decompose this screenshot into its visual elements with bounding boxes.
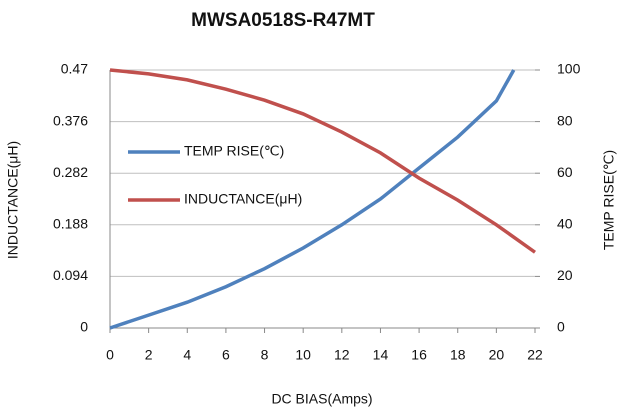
x-tick-label: 4 bbox=[183, 347, 191, 363]
legend-label: TEMP RISE(℃) bbox=[184, 143, 284, 159]
y-tick-label: 0.376 bbox=[53, 112, 88, 128]
y2-tick-label: 80 bbox=[557, 112, 573, 128]
x-tick-label: 8 bbox=[261, 347, 269, 363]
x-tick-label: 6 bbox=[222, 347, 230, 363]
series-line bbox=[109, 68, 537, 254]
y2-tick-label: 0 bbox=[557, 319, 565, 335]
y2-tick-label: 60 bbox=[557, 164, 573, 180]
x-tick-label: 22 bbox=[527, 347, 543, 363]
y-tick-label: 0.094 bbox=[53, 267, 88, 283]
x-tick-label: 14 bbox=[373, 347, 389, 363]
x-tick-label: 2 bbox=[145, 347, 153, 363]
y-tick-label: 0 bbox=[80, 319, 88, 335]
y-tick-label: 0.188 bbox=[53, 216, 88, 232]
y2-axis-label: TEMP RISE(℃) bbox=[601, 150, 617, 250]
x-tick-label: 16 bbox=[411, 347, 427, 363]
x-tick-label: 18 bbox=[450, 347, 466, 363]
chart-title: MWSA0518S-R47MT bbox=[191, 10, 375, 31]
series-line bbox=[109, 69, 516, 330]
y2-tick-label: 100 bbox=[557, 61, 581, 77]
x-axis-label: DC BIAS(Amps) bbox=[271, 391, 372, 407]
y-tick-label: 0.47 bbox=[61, 61, 88, 77]
y-tick-label: 0.282 bbox=[53, 164, 88, 180]
x-tick-label: 0 bbox=[106, 347, 114, 363]
y2-tick-label: 20 bbox=[557, 267, 573, 283]
x-tick-label: 10 bbox=[295, 347, 311, 363]
y-axis-label: INDUCTANCE(μH) bbox=[5, 141, 21, 259]
legend-label: INDUCTANCE(μH) bbox=[184, 191, 302, 207]
y2-tick-label: 40 bbox=[557, 216, 573, 232]
x-tick-label: 20 bbox=[489, 347, 505, 363]
x-tick-label: 12 bbox=[334, 347, 350, 363]
